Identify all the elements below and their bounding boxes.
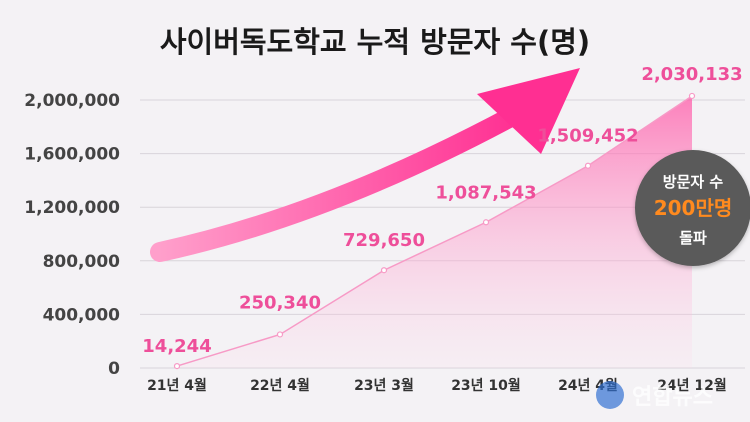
badge-line1: 방문자 수: [663, 173, 724, 191]
data-label: 729,650: [343, 230, 425, 251]
data-point: [173, 362, 181, 370]
y-tick-label: 1,200,000: [24, 198, 120, 218]
series-line: [176, 95, 693, 367]
data-labels: 14,244 250,340 729,650 1,087,543 1,509,452 2,…: [142, 64, 742, 357]
y-axis: 0 400,000 800,000 1,200,000 1,600,000 2,000,0…: [24, 91, 120, 379]
x-tick-label: 21년 4월: [147, 377, 207, 394]
data-point: [276, 331, 284, 338]
watermark-text: 연합뉴스: [632, 384, 713, 410]
y-tick-label: 400,000: [43, 305, 121, 325]
badge-highlight: 200만명: [654, 196, 733, 220]
data-points: [173, 92, 696, 370]
data-label: 1,087,543: [435, 182, 536, 203]
milestone-badge: [635, 150, 750, 266]
x-tick-label: 23년 10월: [451, 377, 521, 394]
x-axis: 21년 4월 22년 4월 23년 3월 23년 10월 24년 4월 24년 12월: [147, 377, 727, 394]
data-label: 14,244: [142, 336, 211, 357]
watermark: 연합뉴스: [596, 381, 713, 410]
data-point: [482, 219, 490, 226]
chart-title: 사이버독도학교 누적 방문자 수(명): [160, 25, 590, 59]
data-point: [380, 267, 388, 274]
data-point: [688, 92, 696, 100]
x-tick-label: 22년 4월: [250, 377, 310, 394]
y-tick-label: 0: [108, 359, 120, 379]
data-label: 250,340: [239, 292, 321, 313]
data-label: 1,509,452: [537, 126, 638, 147]
y-tick-label: 1,600,000: [24, 145, 120, 165]
trend-arrow-icon: [150, 68, 580, 262]
x-tick-label: 23년 3월: [354, 377, 414, 394]
area-fill: [177, 95, 692, 368]
badge-line3: 돌파: [679, 229, 707, 247]
data-point: [584, 162, 592, 169]
x-tick-label: 24년 12월: [657, 377, 727, 394]
data-label: 2,030,133: [641, 64, 742, 85]
watermark-logo-icon: [596, 381, 624, 409]
y-tick-label: 2,000,000: [24, 91, 120, 111]
y-tick-label: 800,000: [43, 252, 121, 272]
